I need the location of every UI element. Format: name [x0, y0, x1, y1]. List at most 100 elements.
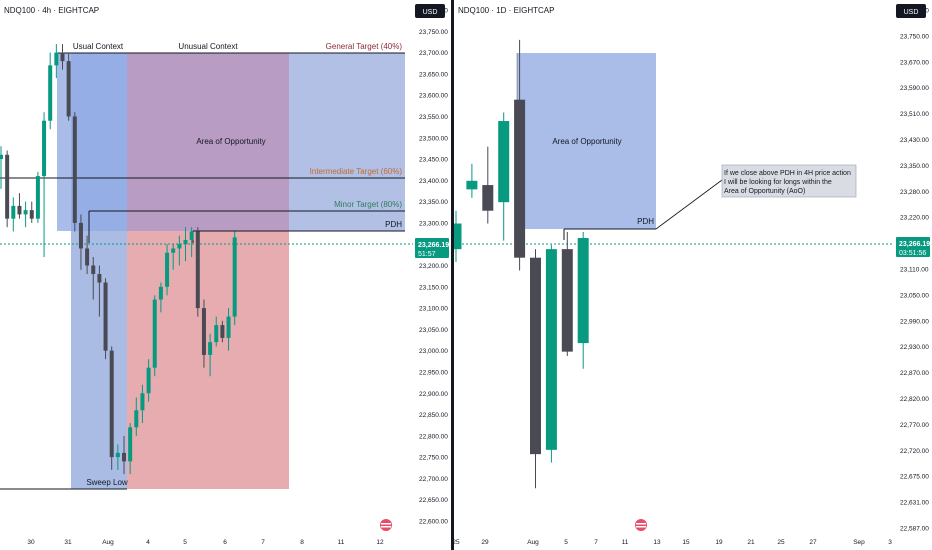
left-candle-body: [171, 248, 176, 253]
left-price-tick: 23,450.00: [419, 157, 448, 164]
right-price-tick: 23,350.00: [900, 163, 929, 170]
left-time-tick: Aug: [102, 539, 114, 546]
right-price-tick: 23,220.00: [900, 215, 929, 222]
left-candle-body: [11, 205, 16, 219]
left-candle-body: [48, 65, 53, 121]
left-candle-body: [208, 342, 213, 355]
watermark-logo-icon: [380, 519, 392, 531]
left-time-axis[interactable]: 30 31 Aug 4 5 6 7 8 11 12: [27, 539, 384, 546]
left-candle-body: [91, 265, 96, 275]
left-time-tick: 12: [376, 539, 384, 546]
pdh-label: PDH: [385, 220, 402, 229]
left-time-tick: 11: [338, 539, 345, 546]
left-price-tick: 23,200.00: [419, 263, 448, 270]
right-time-tick: 27: [809, 539, 817, 546]
unusual-context-zone: [127, 53, 289, 231]
right-aoo-label: Area of Opportunity: [552, 137, 621, 146]
left-price-tick: 23,350.00: [419, 199, 448, 206]
minor-target-label: Minor Target (80%): [334, 200, 402, 209]
right-time-tick: 11: [622, 539, 629, 546]
right-price-tag-countdown: 03:51:56: [899, 250, 926, 257]
left-candle-body: [97, 274, 102, 283]
left-price-tick: 23,500.00: [419, 135, 448, 142]
left-price-tick: 22,700.00: [419, 476, 448, 483]
right-price-tick: 22,675.00: [900, 474, 929, 481]
right-price-tick: 22,990.00: [900, 318, 929, 325]
right-price-tick: 23,430.00: [900, 137, 929, 144]
right-time-tick: 19: [715, 539, 723, 546]
left-candle-body: [232, 237, 237, 317]
right-time-tick: Sep: [853, 539, 865, 546]
right-aoo-zone: [517, 53, 656, 229]
right-price-tick: 23,590.00: [900, 85, 929, 92]
left-price-tag-value: 23,266.19: [418, 242, 449, 249]
right-price-tick: 23,110.00: [900, 267, 929, 274]
right-time-tick: 7: [594, 539, 598, 546]
left-candle-body: [183, 239, 188, 245]
left-currency-badge[interactable]: [415, 4, 445, 18]
right-pdh-label: PDH: [637, 217, 654, 226]
right-time-axis[interactable]: 25 29 Aug 5 7 11 13 15 19 21 25 27 Sep 3: [454, 539, 892, 546]
left-candle-body: [152, 299, 157, 368]
left-price-tick: 22,650.00: [419, 497, 448, 504]
left-candle-body: [226, 316, 231, 338]
left-candle-body: [5, 154, 10, 219]
note-connector-line: [655, 179, 723, 230]
left-currency-label: USD: [423, 9, 438, 16]
left-candle-body: [17, 205, 22, 215]
left-time-tick: 4: [146, 539, 150, 546]
left-price-tick: 22,750.00: [419, 455, 448, 462]
left-candle-body: [29, 210, 34, 219]
left-price-tick: 22,850.00: [419, 412, 448, 419]
left-candle-body: [128, 427, 133, 462]
right-currency-badge[interactable]: [896, 4, 926, 18]
left-price-tick: 23,400.00: [419, 178, 448, 185]
left-chart[interactable]: NDQ100 · 4h · EIGHTCAP Usual Context Unu…: [0, 0, 451, 550]
pane-separator[interactable]: [451, 0, 454, 550]
right-price-tick: 22,820.00: [900, 396, 929, 403]
left-price-tick: 23,700.00: [419, 50, 448, 57]
right-price-axis[interactable]: 23,800.0023,750.0023,670.0023,590.0023,5…: [900, 8, 929, 533]
right-candle-body: [561, 249, 573, 352]
left-time-tick: 31: [64, 539, 72, 546]
left-candle-body: [54, 52, 59, 66]
general-target-label: General Target (40%): [326, 42, 403, 51]
left-candle-body: [72, 116, 77, 223]
left-price-tick: 22,800.00: [419, 433, 448, 440]
left-candle-body: [23, 210, 28, 215]
right-currency-label: USD: [904, 9, 919, 16]
left-time-tick: 6: [223, 539, 227, 546]
downside-zone: [127, 231, 289, 489]
left-price-tick: 23,100.00: [419, 306, 448, 313]
right-price-tick: 22,720.00: [900, 448, 929, 455]
note-line-2: I will be looking for longs within the: [724, 179, 832, 186]
right-candle-body: [498, 121, 510, 203]
right-price-tick: 23,280.00: [900, 189, 929, 196]
left-candles: [0, 44, 237, 475]
left-candle-body: [115, 452, 120, 458]
left-candle-body: [109, 350, 114, 458]
right-price-tag-value: 23,266.19: [899, 241, 930, 248]
note-line-3: Area of Opportunity (AoO): [724, 188, 805, 195]
general-target-zone: [289, 53, 405, 231]
left-candle-body: [140, 393, 145, 411]
right-price-tick: 22,770.00: [900, 422, 929, 429]
left-candle-body: [214, 325, 219, 343]
left-candle-body: [0, 154, 3, 160]
right-chart-title: NDQ100 · 1D · EIGHTCAP: [458, 6, 554, 15]
left-price-tick: 23,000.00: [419, 348, 448, 355]
right-candles: [454, 39, 589, 489]
left-candle-body: [42, 120, 47, 177]
left-price-tick: 23,750.00: [419, 29, 448, 36]
right-time-tick: 21: [747, 539, 755, 546]
left-candle-body: [158, 286, 163, 300]
right-candle-body: [482, 185, 494, 211]
note-box[interactable]: [721, 164, 857, 198]
watermark-logo-icon-right: [635, 519, 647, 531]
right-price-tag: [896, 237, 930, 257]
left-candle-body: [177, 244, 182, 249]
left-candle-body: [146, 367, 151, 394]
right-chart[interactable]: If we close above PDH in 4H price action…: [454, 0, 932, 550]
left-price-tick: 23,600.00: [419, 93, 448, 100]
right-time-tick: 25: [454, 539, 460, 546]
